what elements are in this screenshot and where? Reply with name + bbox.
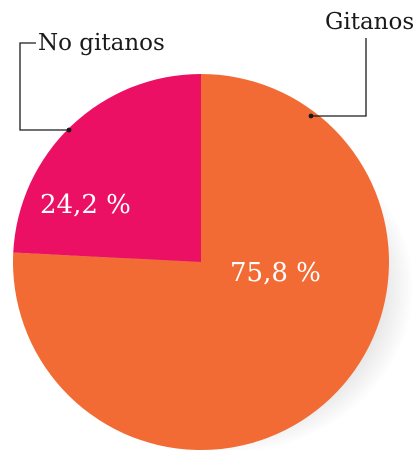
legend-label-no-gitanos: No gitanos bbox=[38, 30, 165, 56]
pie-slice-gitanos bbox=[13, 74, 390, 450]
pie-slices bbox=[13, 74, 390, 450]
data-label-no-gitanos: 24,2 % bbox=[40, 190, 131, 220]
legend-label-gitanos: Gitanos bbox=[325, 9, 415, 35]
leader-line-no-gitanos bbox=[19, 42, 69, 131]
leader-dot-no-gitanos bbox=[66, 127, 72, 133]
pie-slice-no-gitanos bbox=[13, 74, 201, 262]
leader-dot-gitanos bbox=[308, 113, 314, 119]
callout-leader-lines bbox=[19, 38, 367, 133]
data-label-gitanos: 75,8 % bbox=[230, 258, 321, 288]
leader-line-gitanos bbox=[311, 38, 367, 117]
